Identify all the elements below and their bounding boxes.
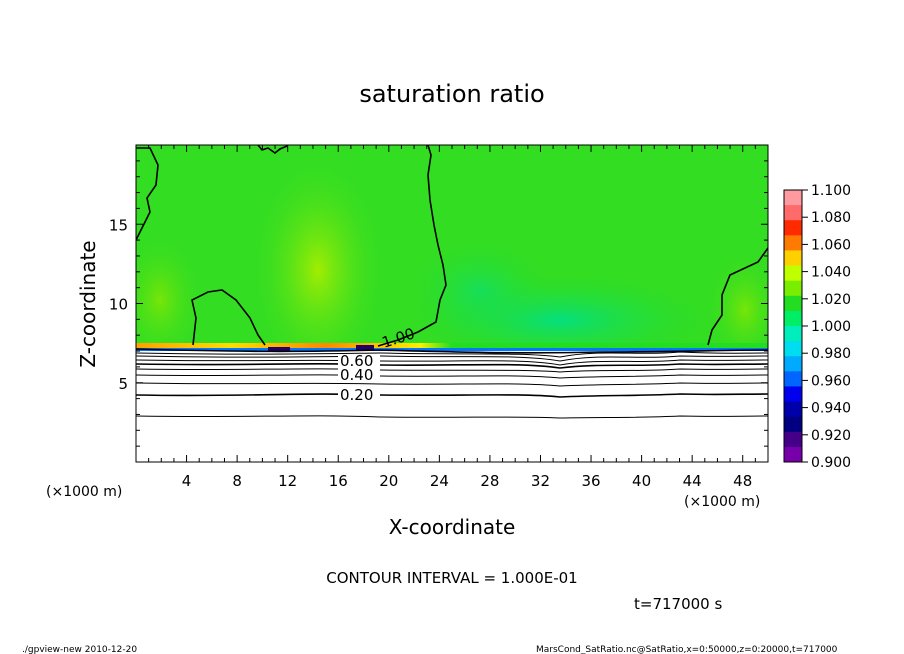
- x-tick-label: 16: [329, 472, 348, 490]
- colorbar-tick-label: 0.940: [811, 401, 851, 417]
- plot-area: 1.00 0.60 0.40 0.20: [136, 145, 768, 462]
- field-plume-main: [248, 150, 388, 390]
- x-tick-label: 20: [379, 472, 398, 490]
- contour-0-70: [136, 359, 768, 366]
- contour-0-40: [136, 374, 768, 379]
- colorbar-segment: [784, 220, 802, 236]
- colorbar-tick-label: 0.900: [811, 455, 851, 471]
- field-cold-patch-1: [268, 347, 290, 353]
- colorbar-segment: [784, 205, 802, 221]
- x-tick-label: 28: [480, 472, 499, 490]
- field-plume-right: [705, 250, 768, 370]
- colorbar-segment: [784, 446, 802, 463]
- contours-lower: [136, 351, 768, 419]
- contour-1-00-mid: [377, 145, 447, 347]
- contour-1-00: [136, 145, 768, 354]
- colorbar-segment: [784, 310, 802, 327]
- colorbar-segment: [784, 386, 802, 403]
- contour-1-00-right: [707, 247, 768, 346]
- colorbar-segment: [784, 250, 802, 267]
- x-tick-label: 44: [683, 472, 702, 490]
- contour-1-00-left: [136, 147, 159, 241]
- y-tick-label: 15: [109, 216, 128, 234]
- x-tick-label: 32: [531, 472, 550, 490]
- x-tick-label: 48: [733, 472, 752, 490]
- time-text: t=717000 s: [634, 595, 722, 613]
- y-tick-label: 5: [118, 375, 128, 393]
- colorbar-segment: [784, 326, 802, 342]
- colorbar-tick-label: 0.980: [811, 346, 851, 362]
- y-tick-label: 10: [109, 296, 128, 314]
- colorbar: [784, 190, 802, 463]
- x-axis-ticks: 4 8 12 16 20 24 28 32 36 40 44 48: [148, 145, 756, 490]
- field-surface-band: [136, 343, 768, 349]
- x-tick-label: 24: [430, 472, 449, 490]
- contour-label-0-40: 0.40: [340, 366, 373, 384]
- colorbar-segment: [784, 190, 802, 206]
- contour-0-10: [136, 415, 768, 419]
- contour-1-00-surface: [136, 348, 768, 354]
- field-cool-region-2: [410, 240, 550, 340]
- chart-title: saturation ratio: [359, 80, 544, 108]
- x-tick-label: 12: [278, 472, 297, 490]
- colorbar-segment: [784, 401, 802, 418]
- x-unit-note-right: (×1000 m): [684, 494, 760, 510]
- y-axis-label: Z-coordinate: [76, 240, 100, 367]
- field-cold-edge: [136, 348, 768, 351]
- x-tick-label: 36: [581, 472, 600, 490]
- x-tick-label: 40: [632, 472, 651, 490]
- colorbar-segment: [784, 265, 802, 282]
- field-lower-region: [136, 351, 768, 462]
- contour-0-90: [136, 351, 768, 358]
- colorbar-segment: [784, 235, 802, 251]
- footer-left: ./gpview-new 2010-12-20: [22, 645, 137, 654]
- field-cold-patch-2: [356, 345, 374, 351]
- contour-0-50: [136, 368, 768, 373]
- contour-0-60: [136, 363, 768, 369]
- contour-1-00-mid-left: [191, 289, 266, 346]
- contour-label-0-20: 0.20: [340, 386, 373, 404]
- contour-0-80: [136, 355, 768, 362]
- colorbar-segment: [784, 280, 802, 297]
- colorbar-tick-label: 1.020: [811, 292, 851, 308]
- contour-label-bg-3: [338, 368, 380, 380]
- contour-0-30: [136, 382, 768, 387]
- colorbar-segment: [784, 371, 802, 387]
- contour-label-bg-2: [338, 354, 380, 366]
- colorbar-tick-label: 1.080: [811, 210, 851, 226]
- x-unit-note-left: (×1000 m): [46, 484, 122, 500]
- colorbar-segment: [784, 341, 802, 357]
- contour-label-0-60: 0.60: [340, 352, 373, 370]
- colorbar-segment: [784, 431, 802, 448]
- contour-interval-text: CONTOUR INTERVAL = 1.000E-01: [326, 569, 577, 587]
- contour-1-00-top: [257, 145, 288, 155]
- footer-right: MarsCond_SatRatio.nc@SatRatio,x=0:50000,…: [536, 645, 838, 654]
- field-plume-left: [136, 230, 205, 370]
- colorbar-tick-label: 0.960: [811, 373, 851, 389]
- x-axis-label: X-coordinate: [389, 515, 516, 539]
- colorbar-tick-label: 1.000: [811, 319, 851, 335]
- colorbar-tick-label: 1.060: [811, 237, 851, 253]
- colorbar-segment: [784, 416, 802, 433]
- y-axis-ticks: 5 10 15: [109, 160, 768, 447]
- colorbar-tick-label: 1.040: [811, 265, 851, 281]
- contour-0-20: [136, 393, 768, 398]
- colorbar-ticks: 1.100 1.080 1.060 1.040 1.020 1.000 0.980 0.960…: [802, 183, 851, 471]
- colorbar-tick-label: 1.100: [811, 183, 851, 199]
- colorbar-segment: [784, 295, 802, 312]
- x-tick-label: 4: [182, 472, 192, 490]
- colorbar-segment: [784, 356, 802, 372]
- contour-label-bg-4: [338, 388, 380, 401]
- colorbar-tick-label: 0.920: [811, 428, 851, 444]
- x-tick-label: 8: [232, 472, 242, 490]
